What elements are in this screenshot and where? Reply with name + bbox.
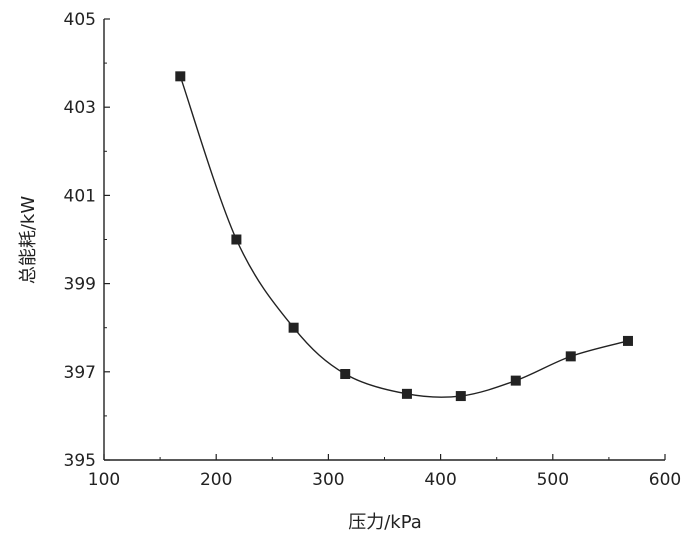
fit-curve-layer — [179, 76, 629, 398]
y-axis-title: 总能耗/kW — [18, 196, 39, 284]
data-point — [231, 234, 242, 245]
data-point — [510, 375, 521, 386]
y-tick-labels: 395 397 399 401 403 405 — [64, 10, 96, 471]
x-tick-label: 300 — [312, 470, 344, 490]
y-tick-label: 405 — [64, 10, 96, 30]
x-tick-label: 200 — [200, 470, 232, 490]
x-tick-label: 400 — [424, 470, 456, 490]
data-point — [455, 391, 466, 402]
y-tick-label: 399 — [64, 275, 96, 295]
x-tick-labels: 100 200 300 400 500 600 — [88, 470, 681, 490]
x-axis-title: 压力/kPa — [348, 512, 422, 533]
y-tick-label: 397 — [64, 363, 96, 383]
data-point — [401, 388, 412, 399]
fit-curve — [179, 76, 629, 398]
x-tick-label: 100 — [88, 470, 120, 490]
data-point — [288, 322, 299, 333]
y-tick-label: 395 — [64, 451, 96, 471]
data-point — [340, 369, 351, 380]
data-point — [565, 351, 576, 362]
y-tick-label: 401 — [64, 186, 96, 206]
y-tick-label: 403 — [64, 98, 96, 118]
x-tick-label: 600 — [649, 470, 681, 490]
data-point — [175, 71, 186, 82]
data-points-layer — [175, 71, 633, 402]
data-point — [622, 335, 633, 346]
axes — [103, 18, 666, 461]
x-tick-label: 500 — [537, 470, 569, 490]
